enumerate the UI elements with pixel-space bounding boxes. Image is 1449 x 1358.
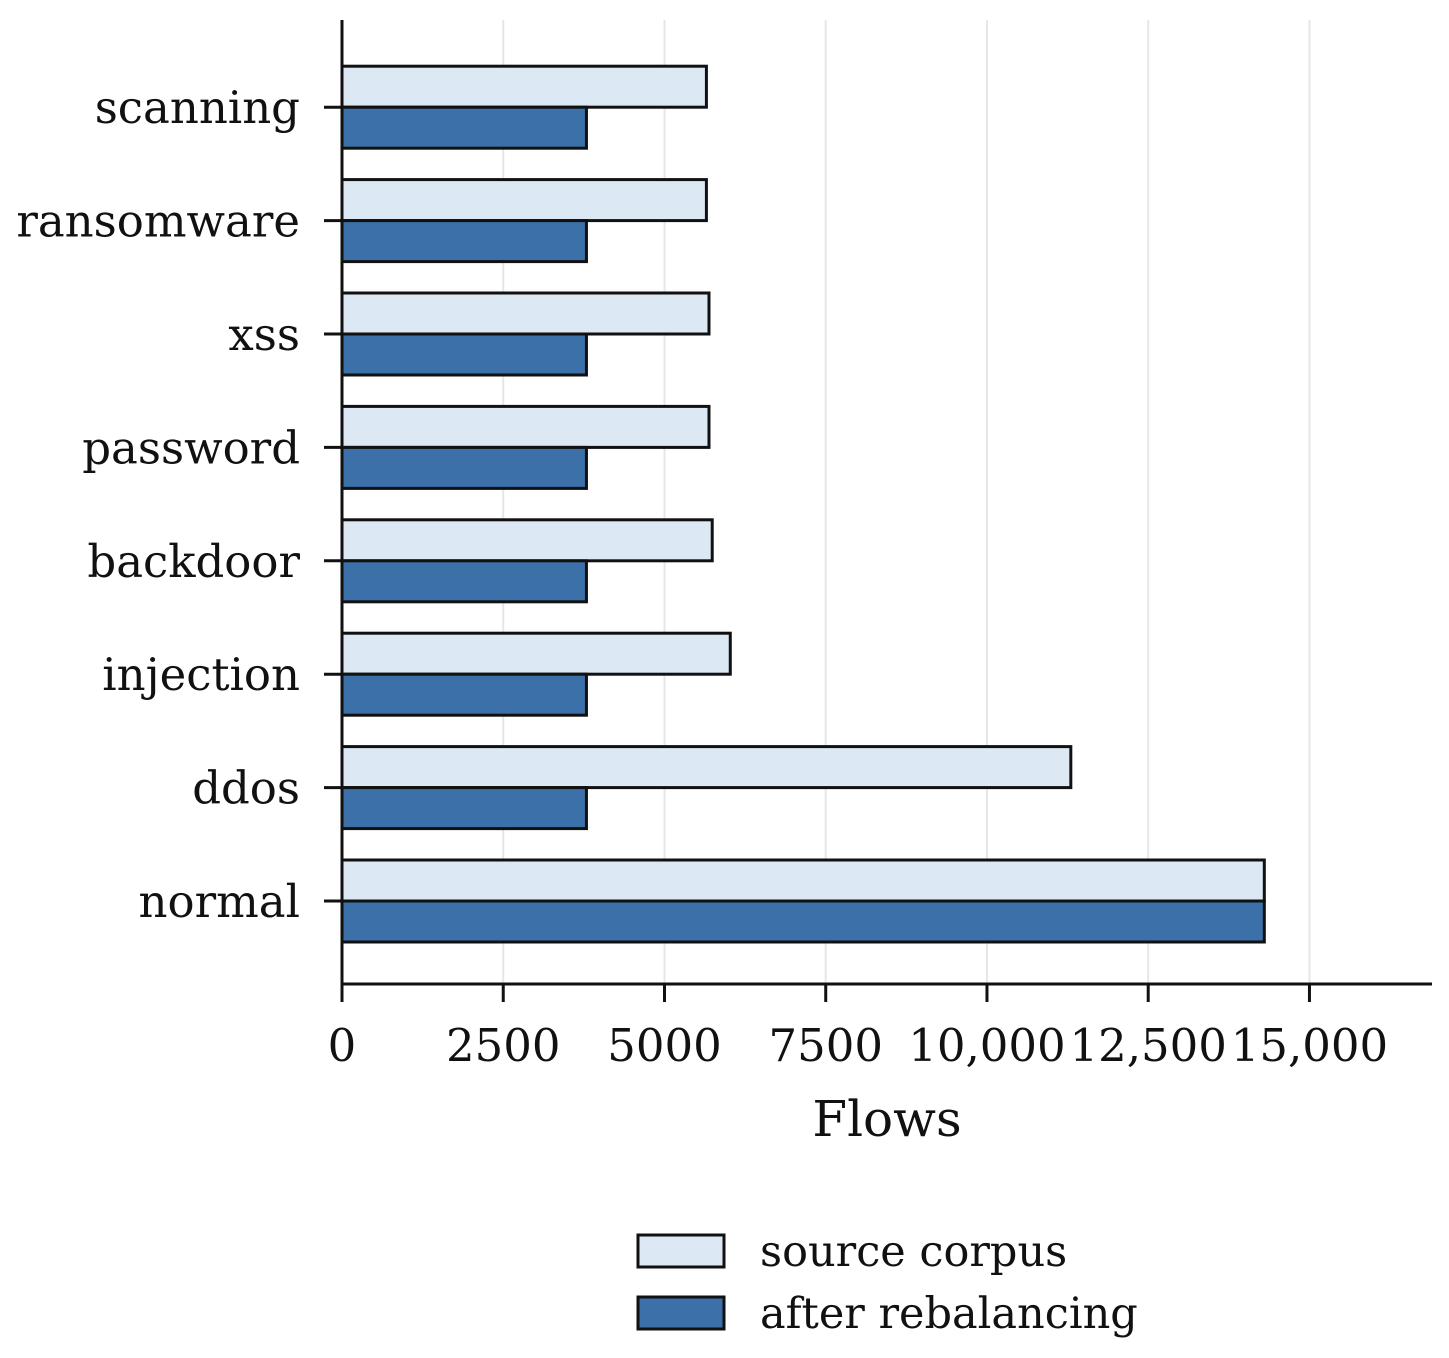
axes (340, 20, 1432, 986)
x-tick-label: 7500 (768, 1019, 883, 1072)
bar-password-source-corpus (340, 404, 711, 449)
bar-normal-after-rebalancing (340, 899, 1266, 944)
y-tick-label: injection (102, 648, 300, 701)
bar-injection-after-rebalancing (340, 672, 588, 717)
x-tick-label: 10,000 (908, 1019, 1065, 1072)
legend-label: source corpus (760, 1227, 1067, 1277)
legend-swatch (636, 1295, 726, 1331)
grid (502, 20, 1311, 984)
bar-scanning-source-corpus (340, 64, 708, 109)
legend: source corpus after rebalancing (636, 1227, 1138, 1339)
x-tick-label: 15,000 (1231, 1019, 1388, 1072)
y-tick-label: scanning (95, 81, 300, 134)
x-tick-label: 5000 (607, 1019, 722, 1072)
x-tick-label: 0 (328, 1019, 357, 1072)
bar-xss-after-rebalancing (340, 332, 588, 377)
bar-backdoor-after-rebalancing (340, 559, 588, 604)
bar-ddos-source-corpus (340, 745, 1073, 790)
y-tick-label: xss (228, 308, 300, 361)
bar-scanning-after-rebalancing (340, 105, 588, 150)
bar-password-after-rebalancing (340, 445, 588, 490)
legend-swatch (636, 1233, 726, 1269)
bar-backdoor-source-corpus (340, 518, 714, 563)
bar-ransomware-source-corpus (340, 178, 708, 223)
bar-injection-source-corpus (340, 631, 732, 676)
legend-label: after rebalancing (760, 1289, 1138, 1339)
bar-xss-source-corpus (340, 291, 711, 336)
bar-ransomware-after-rebalancing (340, 219, 588, 264)
y-tick-label: password (82, 421, 300, 474)
x-tick-label: 2500 (446, 1019, 561, 1072)
y-tick-label: ddos (192, 762, 300, 815)
y-tick-label: normal (139, 875, 300, 928)
x-ticks: 0 2500 5000 7500 10,000 12,500 15,000 (328, 984, 1388, 1072)
y-tick-label: backdoor (87, 535, 300, 588)
bars (340, 64, 1266, 944)
x-tick-label: 12,500 (1069, 1019, 1226, 1072)
bar-normal-source-corpus (340, 858, 1266, 903)
bar-ddos-after-rebalancing (340, 786, 588, 831)
y-ticks: normal ddos injection backdoor password xss ra… (16, 81, 342, 928)
x-axis-title: Flows (812, 1090, 961, 1148)
y-tick-label: ransomware (16, 195, 300, 248)
